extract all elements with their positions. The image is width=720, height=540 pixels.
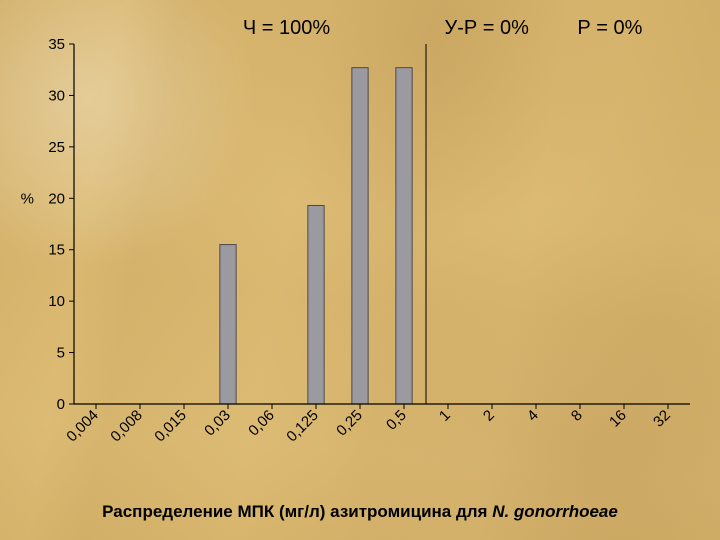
svg-text:0,015: 0,015 [151, 407, 190, 446]
svg-text:10: 10 [48, 293, 65, 310]
svg-text:1: 1 [436, 407, 454, 425]
svg-text:Р = 0%: Р = 0% [577, 17, 642, 39]
chart-svg: 05101520253035%0,0040,0080,0150,030,060,… [20, 12, 700, 472]
svg-text:35: 35 [48, 36, 65, 53]
svg-text:0,25: 0,25 [333, 407, 366, 440]
svg-text:0,03: 0,03 [201, 407, 234, 440]
caption-text: Распределение МПК (мг/л) азитромицина дл… [102, 502, 492, 521]
svg-text:У-Р = 0%: У-Р = 0% [445, 17, 530, 39]
svg-text:0,008: 0,008 [107, 407, 146, 446]
svg-text:2: 2 [480, 407, 498, 425]
svg-text:0,125: 0,125 [283, 407, 322, 446]
svg-text:15: 15 [48, 242, 65, 259]
svg-text:0,06: 0,06 [245, 407, 278, 440]
svg-text:30: 30 [48, 87, 65, 104]
svg-text:32: 32 [650, 407, 674, 431]
svg-text:16: 16 [606, 407, 630, 431]
svg-text:0,5: 0,5 [383, 407, 410, 434]
svg-text:Ч = 100%: Ч = 100% [243, 17, 330, 39]
svg-text:4: 4 [524, 407, 542, 425]
caption-species: N. gonorrhoeae [492, 502, 618, 521]
svg-text:0,004: 0,004 [63, 407, 102, 446]
svg-text:8: 8 [568, 407, 586, 425]
svg-text:20: 20 [48, 190, 65, 207]
mic-distribution-chart: 05101520253035%0,0040,0080,0150,030,060,… [20, 12, 700, 472]
chart-caption: Распределение МПК (мг/л) азитромицина дл… [0, 502, 720, 522]
svg-text:0: 0 [57, 396, 65, 413]
svg-text:25: 25 [48, 139, 65, 156]
svg-text:5: 5 [57, 345, 65, 362]
svg-text:%: % [21, 190, 34, 207]
